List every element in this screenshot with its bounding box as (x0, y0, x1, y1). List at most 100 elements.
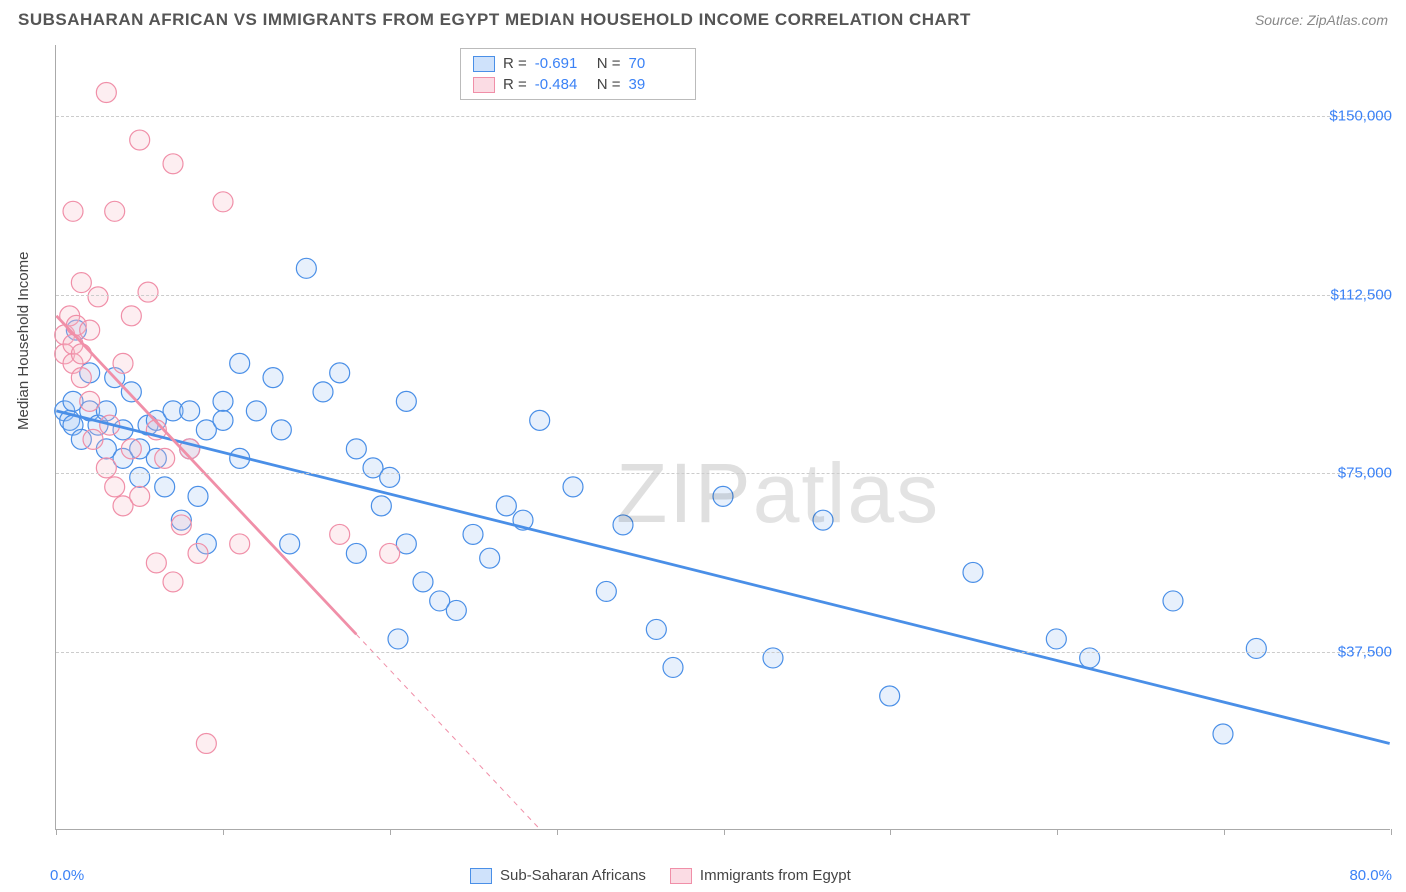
r-value: -0.484 (535, 76, 589, 93)
data-point (130, 467, 150, 487)
data-point (1163, 591, 1183, 611)
y-tick-label: $150,000 (1329, 108, 1392, 125)
data-point (380, 467, 400, 487)
data-point (130, 130, 150, 150)
data-point (563, 477, 583, 497)
data-point (346, 543, 366, 563)
data-point (80, 320, 100, 340)
data-point (813, 510, 833, 530)
source-attribution: Source: ZipAtlas.com (1255, 12, 1388, 28)
data-point (88, 287, 108, 307)
data-point (188, 486, 208, 506)
data-point (71, 273, 91, 293)
series-legend: Sub-Saharan Africans Immigrants from Egyp… (470, 867, 851, 884)
gridline (56, 295, 1390, 296)
data-point (130, 486, 150, 506)
data-point (1213, 724, 1233, 744)
data-point (96, 458, 116, 478)
data-point (663, 657, 683, 677)
x-tick (1224, 829, 1225, 835)
legend-label: Immigrants from Egypt (700, 867, 851, 884)
data-point (230, 534, 250, 554)
data-point (646, 619, 666, 639)
x-tick (1057, 829, 1058, 835)
data-point (105, 201, 125, 221)
data-point (188, 543, 208, 563)
data-point (480, 548, 500, 568)
data-point (163, 154, 183, 174)
data-point (1046, 629, 1066, 649)
data-point (713, 486, 733, 506)
legend-row: R =-0.691N =70 (473, 53, 683, 74)
data-point (180, 401, 200, 421)
data-point (155, 448, 175, 468)
data-point (963, 562, 983, 582)
legend-row: R = -0.484 N = 39 (473, 74, 683, 95)
x-axis-max-label: 80.0% (1349, 867, 1392, 884)
n-label: N = (597, 55, 621, 72)
scatter-svg (56, 45, 1390, 829)
data-point (388, 629, 408, 649)
data-point (213, 410, 233, 430)
data-point (413, 572, 433, 592)
x-axis-min-label: 0.0% (50, 867, 84, 884)
n-value: 70 (629, 55, 683, 72)
data-point (380, 543, 400, 563)
data-point (296, 258, 316, 278)
r-label: R = (503, 76, 527, 93)
data-point (330, 524, 350, 544)
r-label: R = (503, 55, 527, 72)
x-tick (56, 829, 57, 835)
data-point (880, 686, 900, 706)
y-tick-label: $112,500 (1331, 286, 1392, 303)
legend-swatch (470, 868, 492, 884)
data-point (171, 515, 191, 535)
y-tick-label: $75,000 (1338, 465, 1392, 482)
data-point (280, 534, 300, 554)
data-point (196, 733, 216, 753)
data-point (80, 391, 100, 411)
n-value: 39 (629, 76, 683, 93)
gridline (56, 473, 1390, 474)
chart-title: SUBSAHARAN AFRICAN VS IMMIGRANTS FROM EG… (18, 10, 971, 30)
correlation-legend: R =-0.691N =70R =-0.484N =39 (460, 48, 696, 100)
x-tick (724, 829, 725, 835)
data-point (246, 401, 266, 421)
data-point (230, 353, 250, 373)
data-point (146, 553, 166, 573)
data-point (71, 344, 91, 364)
plot-area: ZIPatlas (55, 45, 1390, 830)
data-point (463, 524, 483, 544)
legend-swatch (670, 868, 692, 884)
data-point (1246, 638, 1266, 658)
data-point (330, 363, 350, 383)
data-point (121, 439, 141, 459)
data-point (496, 496, 516, 516)
data-point (138, 282, 158, 302)
y-tick-label: $37,500 (1338, 643, 1392, 660)
data-point (263, 368, 283, 388)
legend-swatch (473, 56, 495, 72)
x-tick (390, 829, 391, 835)
legend-swatch (473, 77, 495, 93)
data-point (96, 83, 116, 103)
legend-label: Sub-Saharan Africans (500, 867, 646, 884)
legend-item: Immigrants from Egypt (670, 867, 851, 884)
legend-item: Sub-Saharan Africans (470, 867, 646, 884)
data-point (121, 306, 141, 326)
data-point (113, 353, 133, 373)
n-label: N = (597, 76, 621, 93)
data-point (63, 201, 83, 221)
trend-line (56, 411, 1389, 744)
gridline (56, 652, 1390, 653)
data-point (346, 439, 366, 459)
data-point (83, 429, 103, 449)
x-tick (890, 829, 891, 835)
data-point (105, 477, 125, 497)
gridline (56, 116, 1390, 117)
y-axis-label: Median Household Income (15, 252, 32, 430)
x-tick (1391, 829, 1392, 835)
data-point (446, 600, 466, 620)
data-point (613, 515, 633, 535)
x-tick (557, 829, 558, 835)
